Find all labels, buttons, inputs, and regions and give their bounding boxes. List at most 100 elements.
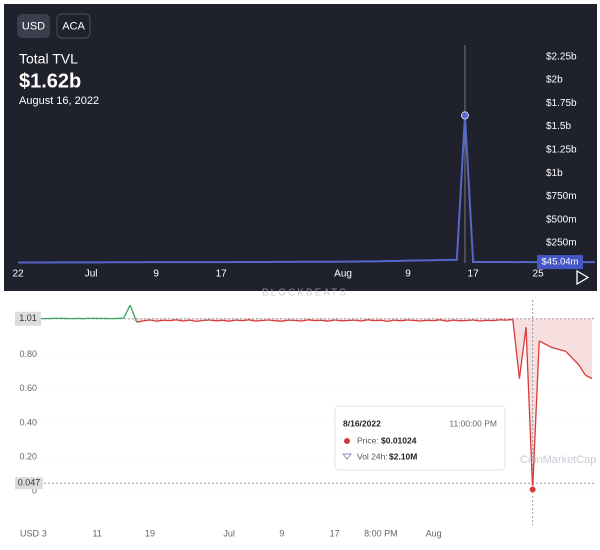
x-tick-label: 17: [330, 528, 340, 538]
price-segment: [578, 364, 586, 376]
price-segment: [334, 319, 342, 322]
x-tick-label: 17: [468, 269, 480, 280]
price-segment: [122, 304, 131, 319]
price-segment: [136, 320, 144, 323]
headline-value: $1.62b: [19, 70, 81, 92]
aca-button[interactable]: [56, 13, 91, 39]
y-tick-label: $2b: [546, 75, 563, 86]
price-segment: [143, 319, 151, 322]
price-segment: [321, 319, 329, 322]
price-segment: [196, 319, 203, 322]
usd-button[interactable]: [17, 14, 50, 38]
price-segment: [354, 319, 362, 322]
tooltip-time: 11:00:00 PM: [449, 418, 497, 428]
price-segment: [215, 319, 223, 322]
x-axis-label: USD: [20, 528, 40, 538]
price-segment: [492, 319, 500, 322]
aca-button-label[interactable]: ACA: [62, 20, 85, 32]
x-tick-label: 17: [216, 269, 228, 280]
x-tick-label: 8:00 PM: [364, 528, 398, 538]
price-segment: [308, 319, 315, 322]
headline-date: August 16, 2022: [19, 95, 99, 107]
price-segment: [176, 319, 184, 322]
y-tick-label: 0.80: [19, 349, 37, 359]
y-tick-label: $750m: [546, 191, 577, 202]
usd-button-label[interactable]: USD: [22, 20, 45, 32]
price-segment: [209, 319, 217, 322]
current-value-box: [537, 255, 583, 270]
hover-dot: [528, 485, 537, 494]
tooltip-volume-icon: [341, 453, 353, 460]
price-segment: [466, 319, 474, 322]
price-segment: [558, 348, 566, 352]
price-segment: [525, 327, 534, 490]
price-segment: [156, 319, 164, 322]
price-segment: [255, 319, 263, 322]
price-segment: [400, 319, 408, 322]
price-segment: [360, 319, 368, 322]
crosshair-label: 0.047: [18, 478, 41, 488]
y-tick-label: 0.40: [19, 417, 37, 427]
price-segment: [433, 319, 441, 322]
price-segment: [182, 319, 190, 322]
price-segment: [479, 319, 487, 322]
hover-dot: [460, 111, 469, 120]
price-segment: [149, 319, 157, 322]
y-tick-label: 0.60: [19, 383, 37, 393]
tooltip-volume-label: Vol 24h:: [357, 451, 388, 461]
y-tick-label: $2.25b: [546, 51, 577, 62]
price-segment: [571, 357, 580, 366]
y-tick-label: $500m: [546, 214, 577, 225]
price-segment: [453, 319, 461, 322]
watermark: CoinMarketCap: [520, 454, 596, 466]
tvl-line: [18, 115, 596, 264]
tooltip-price-label: Price:: [357, 435, 379, 445]
play-button[interactable]: [576, 269, 590, 286]
price-segment: [552, 347, 560, 351]
x-tick-label: 11: [93, 528, 102, 538]
price-segment: [129, 304, 138, 323]
price-segment: [440, 319, 447, 322]
price-segment: [222, 319, 230, 322]
tvl-panel: [4, 4, 597, 291]
price-segment: [531, 340, 540, 490]
price-segment: [545, 343, 553, 349]
price-segment: [235, 319, 243, 322]
x-tick-label: 9: [405, 269, 411, 280]
chart-title: Total TVL: [19, 51, 78, 67]
price-segment: [169, 319, 177, 322]
price-segment: [189, 319, 197, 322]
x-tick-label: Aug: [426, 528, 442, 538]
reference-label: 1.01: [19, 313, 37, 323]
watermark: BLOCKBEATS: [262, 288, 348, 299]
x-tick-label: 9: [153, 269, 159, 280]
price-segment: [394, 319, 401, 322]
price-segment: [506, 318, 513, 321]
price-segment: [268, 319, 276, 322]
price-segment: [295, 319, 302, 322]
price-segment: [248, 319, 256, 322]
crosshair-box: [15, 477, 43, 490]
price-segment: [413, 319, 421, 322]
price-segment: [420, 319, 428, 322]
x-tick-label: 9: [279, 528, 284, 538]
below-reference-fill: [18, 318, 592, 490]
current-value-label: $45.04m: [542, 257, 579, 268]
price-segment: [446, 319, 454, 322]
y-tick-label: $1.75b: [546, 98, 577, 109]
x-tick-label: 19: [145, 528, 155, 538]
x-tick-label: Aug: [334, 269, 352, 280]
price-segment: [242, 319, 250, 322]
price-segment: [538, 340, 547, 345]
price-segment: [380, 319, 388, 322]
price-segment: [281, 319, 289, 322]
price-segment: [327, 319, 335, 322]
x-tick-label: 22: [12, 269, 24, 280]
y-tick-label: $1.25b: [546, 145, 577, 156]
y-tick-label: 0.20: [19, 451, 37, 461]
price-segment: [407, 319, 414, 322]
x-tick-label: Jul: [85, 269, 98, 280]
tooltip-date: 8/16/2022: [343, 418, 381, 428]
